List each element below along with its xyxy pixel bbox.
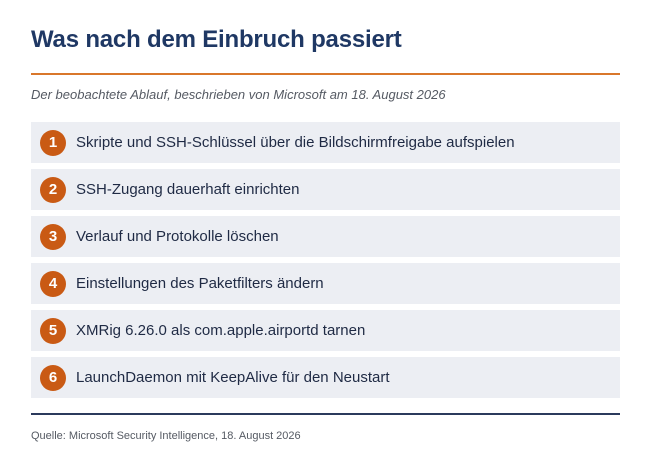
step-item-5: 5 XMRig 6.26.0 als com.apple.airportd ta… [31, 310, 620, 351]
step-number-badge: 6 [40, 364, 66, 391]
step-number-badge: 5 [40, 317, 66, 344]
step-number-badge: 3 [40, 223, 66, 250]
step-item-3: 3 Verlauf und Protokolle löschen [31, 216, 620, 257]
step-item-1: 1 Skripte und SSH-Schlüssel über die Bil… [31, 122, 620, 163]
footer-divider [31, 413, 620, 415]
subtitle: Der beobachtete Ablauf, beschrieben von … [31, 87, 446, 102]
step-item-6: 6 LaunchDaemon mit KeepAlive für den Neu… [31, 357, 620, 398]
step-number-badge: 1 [40, 129, 66, 156]
steps-list: 1 Skripte und SSH-Schlüssel über die Bil… [31, 122, 620, 404]
step-text: Verlauf und Protokolle löschen [76, 228, 279, 245]
step-text: XMRig 6.26.0 als com.apple.airportd tarn… [76, 322, 366, 339]
step-item-4: 4 Einstellungen des Paketfilters ändern [31, 263, 620, 304]
page-title: Was nach dem Einbruch passiert [31, 26, 402, 53]
step-number-badge: 2 [40, 176, 66, 203]
step-text: Skripte und SSH-Schlüssel über die Bilds… [76, 134, 515, 151]
title-divider [31, 73, 620, 75]
source-note: Quelle: Microsoft Security Intelligence,… [31, 430, 301, 442]
step-text: LaunchDaemon mit KeepAlive für den Neust… [76, 369, 390, 386]
step-text: SSH-Zugang dauerhaft einrichten [76, 181, 300, 198]
step-number-badge: 4 [40, 270, 66, 297]
step-text: Einstellungen des Paketfilters ändern [76, 275, 324, 292]
step-item-2: 2 SSH-Zugang dauerhaft einrichten [31, 169, 620, 210]
